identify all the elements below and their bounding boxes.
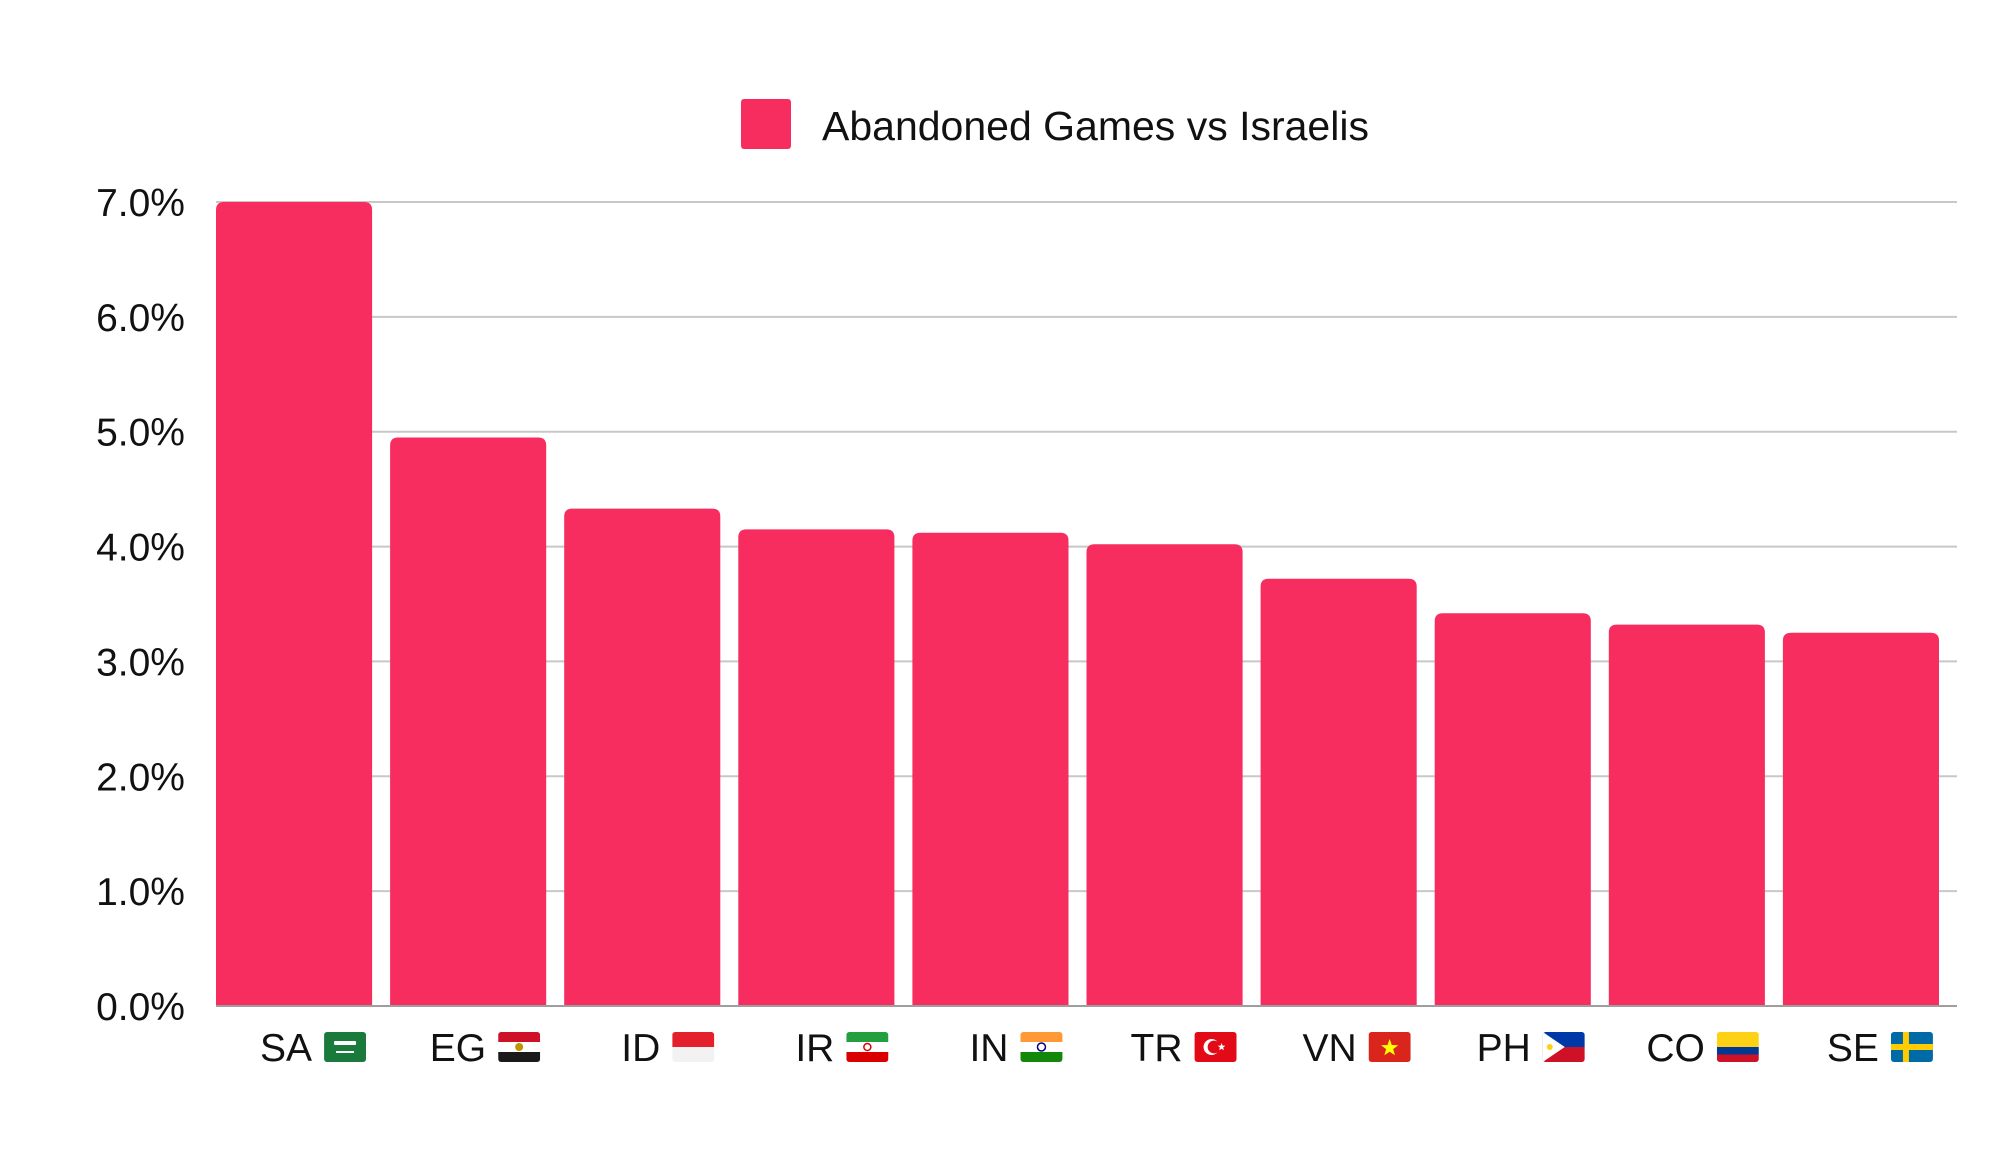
x-tick-label: IN [969,1027,1008,1070]
bar-id [564,508,721,1006]
legend: Abandoned Games vs Israelis [741,99,1369,149]
x-tick-label: PH [1477,1027,1531,1070]
x-tick-co: CO [1646,1027,1759,1070]
x-tick-label: CO [1646,1027,1705,1070]
x-tick-label: SA [260,1027,312,1070]
flag-se-icon [1890,1032,1933,1062]
flag-sa-icon [324,1032,367,1062]
y-tick-label: 3.0% [96,641,185,684]
flag-ir-icon [846,1032,889,1062]
flag-eg-icon [498,1032,541,1062]
bar-se [1782,632,1939,1006]
y-tick-label: 5.0% [96,412,185,455]
x-tick-eg: EG [430,1027,541,1070]
x-tick-ir: IR [795,1027,889,1070]
y-tick-label: 1.0% [96,871,185,914]
x-tick-label: EG [430,1027,486,1070]
bar-in [912,532,1069,1006]
x-tick-label: ID [621,1027,660,1070]
flag-co-icon [1716,1032,1759,1062]
flag-tr-icon [1194,1032,1237,1062]
x-tick-vn: VN [1302,1027,1411,1070]
x-axis-labels: SA EG ID IR IN TR VN PH CO SE [260,1027,1933,1070]
bar-ir [738,529,895,1006]
x-tick-label: TR [1131,1027,1183,1070]
y-tick-label: 0.0% [96,986,185,1029]
x-tick-label: VN [1302,1027,1356,1070]
y-tick-label: 4.0% [96,527,185,570]
flag-in-icon [1020,1032,1063,1062]
bar-eg [390,437,547,1006]
bar-vn [1260,578,1417,1006]
y-axis-ticks: 0.0% 1.0% 2.0% 3.0% 4.0% 5.0% 6.0% 7.0% [96,182,185,1029]
bars [216,202,1939,1006]
flag-vn-icon [1368,1032,1411,1062]
y-tick-label: 7.0% [96,182,185,225]
x-tick-tr: TR [1131,1027,1237,1070]
x-tick-id: ID [621,1027,715,1070]
bar-co [1608,624,1765,1006]
x-tick-ph: PH [1477,1027,1585,1070]
bar-tr [1086,544,1243,1006]
legend-label: Abandoned Games vs Israelis [822,103,1369,149]
x-tick-se: SE [1827,1027,1933,1070]
legend-swatch [741,99,791,149]
bar-ph [1434,613,1591,1006]
y-tick-label: 2.0% [96,756,185,799]
bar-sa [216,202,373,1006]
x-tick-sa: SA [260,1027,367,1070]
x-tick-label: IR [795,1027,834,1070]
y-tick-label: 6.0% [96,297,185,340]
x-tick-in: IN [969,1027,1063,1070]
x-tick-label: SE [1827,1027,1879,1070]
flag-id-icon [672,1032,715,1062]
flag-ph-icon [1542,1032,1585,1062]
